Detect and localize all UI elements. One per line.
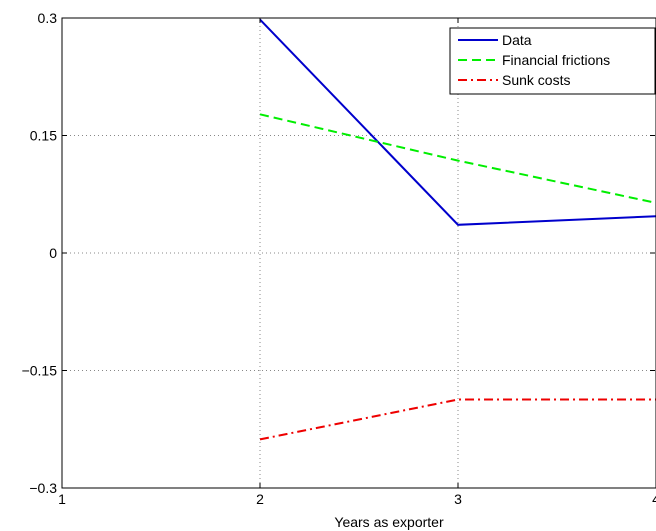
grid bbox=[62, 18, 656, 488]
series-line-2 bbox=[259, 113, 656, 204]
y-tick-label: −0.15 bbox=[22, 363, 58, 379]
x-axis-label: Years as exporter bbox=[334, 514, 444, 530]
series-line-3 bbox=[259, 398, 656, 441]
x-tick-label: 3 bbox=[454, 491, 462, 507]
y-tick-label: 0.3 bbox=[38, 10, 58, 26]
x-tick-label: 2 bbox=[256, 491, 264, 507]
ticks: 1 2 3 4 −0.3 −0.15 0 0.15 0.3 bbox=[22, 10, 656, 507]
y-tick-label: 0.15 bbox=[30, 128, 57, 144]
series-line-1 bbox=[259, 18, 656, 226]
x-tick-label: 4 bbox=[652, 491, 656, 507]
series-layer bbox=[259, 18, 656, 441]
x-tick-label: 1 bbox=[58, 491, 66, 507]
legend-label: Sunk costs bbox=[502, 72, 570, 88]
y-tick-label: −0.3 bbox=[29, 480, 57, 496]
y-tick-label: 0 bbox=[49, 245, 57, 261]
legend-label: Financial frictions bbox=[502, 52, 610, 68]
legend-label: Data bbox=[502, 32, 532, 48]
legend: Data Financial frictions Sunk costs bbox=[449, 27, 656, 95]
